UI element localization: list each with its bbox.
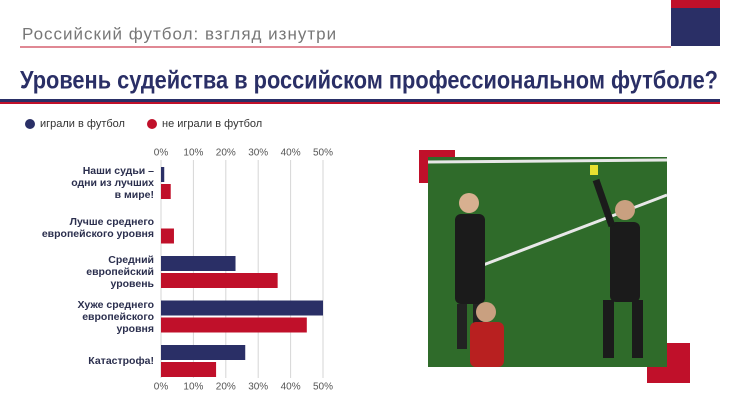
x-tick-label: 0% [154,382,169,393]
bar [161,184,171,199]
x-tick-label: 40% [281,148,301,159]
legend-label: играли в футбол [40,118,125,130]
y-tick-label: Лучше среднего европейского уровня [41,215,154,240]
bar [161,228,174,244]
decor [671,8,720,46]
rule [0,99,720,102]
legend-label: не играли в футбол [162,118,262,130]
subtitle: Российский футбол: взгляд изнутри [22,24,337,43]
photo [427,157,668,367]
y-tick-label: Наши судьи – одни из лучших в мире! [71,165,154,201]
rule [0,102,720,104]
x-tick-label: 30% [248,382,268,393]
legend-marker [25,119,35,129]
x-tick-label: 0% [154,148,169,159]
x-tick-label: 20% [216,382,236,393]
bar [161,317,307,333]
bar [161,362,217,377]
y-tick-label: Средний европейский уровень [86,254,154,290]
bar [161,300,323,316]
chart-title: Уровень судейства в российском профессио… [20,67,718,95]
x-tick-label: 50% [313,148,333,159]
y-tick-label: Хуже среднего европейского уровня [77,298,154,335]
decor [671,0,720,8]
x-tick-label: 20% [216,148,236,159]
x-tick-label: 10% [183,382,203,393]
x-tick-label: 40% [281,382,301,393]
x-tick-label: 10% [183,148,203,159]
legend-marker [147,119,157,129]
y-tick-label: Катастрофа! [88,355,154,367]
x-tick-label: 50% [313,382,333,393]
bar [161,256,236,271]
bar [161,167,165,182]
x-tick-label: 30% [248,148,268,159]
bar [161,345,246,360]
bar [161,273,278,288]
